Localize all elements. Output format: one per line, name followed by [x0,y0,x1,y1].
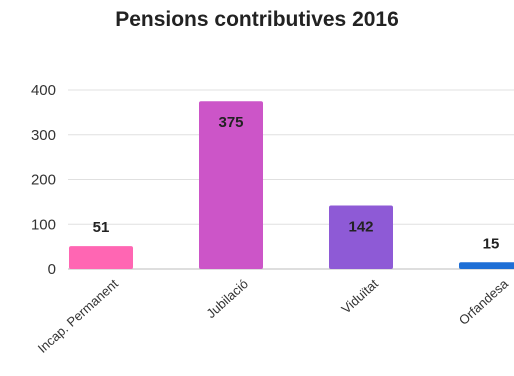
y-tick-label: 0 [48,261,56,278]
bar [329,205,393,269]
bar [459,262,514,269]
data-label: 375 [218,114,243,131]
data-label: 51 [93,219,110,236]
data-label: 15 [483,235,500,252]
x-axis-labels: Incap. Permanent Jubilació Viduïtat Orfande… [35,276,512,356]
y-tick-label: 300 [31,127,56,144]
bar [199,101,263,269]
bar [69,246,133,269]
grid-lines [68,89,514,270]
x-tick-label: Incap. Permanent [35,276,122,356]
bars [69,101,514,269]
x-tick-label: Orfandesa [456,276,512,328]
chart-title: Pensions contributives 2016 [115,8,399,31]
data-labels: 51 375 142 15 [93,114,500,252]
y-axis-ticks: 0 100 200 300 400 [31,82,56,278]
x-tick-label: Viduïtat [338,276,381,317]
y-tick-label: 200 [31,172,56,189]
y-tick-label: 100 [31,216,56,233]
y-tick-label: 400 [31,82,56,99]
x-tick-label: Jubilació [203,276,251,321]
data-label: 142 [348,218,373,235]
